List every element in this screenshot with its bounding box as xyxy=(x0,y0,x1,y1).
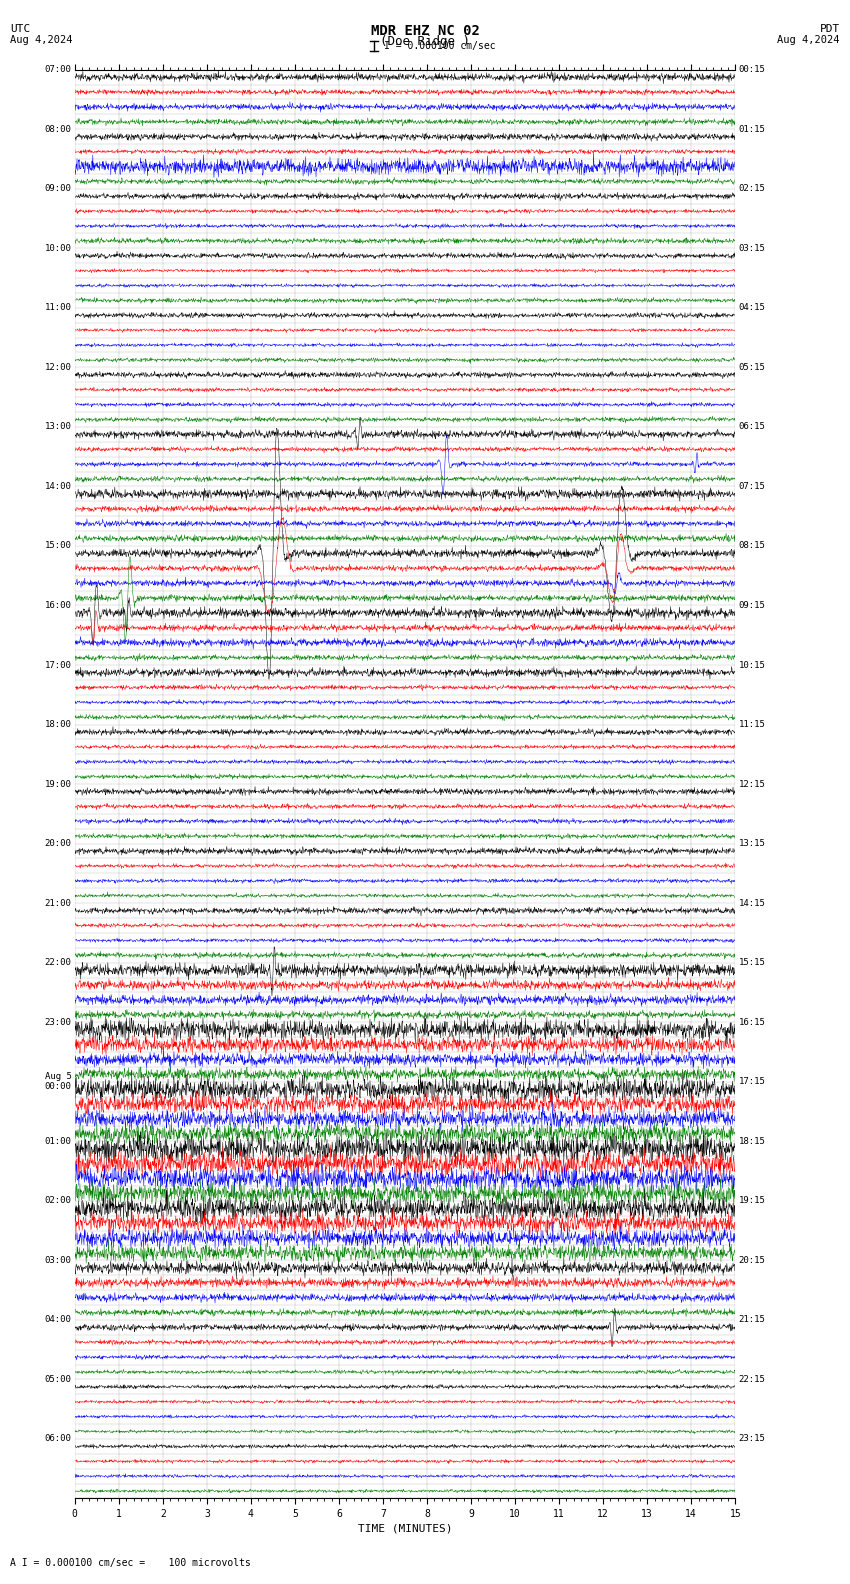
Text: 19:00: 19:00 xyxy=(44,779,71,789)
Text: 16:15: 16:15 xyxy=(739,1017,766,1026)
Text: 19:15: 19:15 xyxy=(739,1196,766,1205)
Text: 02:15: 02:15 xyxy=(739,184,766,193)
Text: 20:00: 20:00 xyxy=(44,840,71,847)
Text: 16:00: 16:00 xyxy=(44,600,71,610)
Text: 04:00: 04:00 xyxy=(44,1315,71,1324)
Text: 04:15: 04:15 xyxy=(739,303,766,312)
Text: 20:15: 20:15 xyxy=(739,1256,766,1266)
Text: 18:15: 18:15 xyxy=(739,1137,766,1145)
Text: UTC: UTC xyxy=(10,24,31,33)
Text: Aug 4,2024: Aug 4,2024 xyxy=(10,35,73,44)
Text: 22:15: 22:15 xyxy=(739,1375,766,1384)
X-axis label: TIME (MINUTES): TIME (MINUTES) xyxy=(358,1524,452,1533)
Text: 22:00: 22:00 xyxy=(44,958,71,968)
Text: I = 0.000100 cm/sec: I = 0.000100 cm/sec xyxy=(384,41,496,51)
Text: 12:15: 12:15 xyxy=(739,779,766,789)
Text: 21:00: 21:00 xyxy=(44,898,71,908)
Text: 14:15: 14:15 xyxy=(739,898,766,908)
Text: 03:15: 03:15 xyxy=(739,244,766,253)
Text: 15:00: 15:00 xyxy=(44,542,71,551)
Text: 11:15: 11:15 xyxy=(739,721,766,729)
Text: 07:15: 07:15 xyxy=(739,482,766,491)
Text: 11:00: 11:00 xyxy=(44,303,71,312)
Text: MDR EHZ NC 02: MDR EHZ NC 02 xyxy=(371,24,479,38)
Text: 06:00: 06:00 xyxy=(44,1435,71,1443)
Text: 13:00: 13:00 xyxy=(44,423,71,431)
Text: 21:15: 21:15 xyxy=(739,1315,766,1324)
Text: 01:00: 01:00 xyxy=(44,1137,71,1145)
Text: 05:15: 05:15 xyxy=(739,363,766,372)
Text: 02:00: 02:00 xyxy=(44,1196,71,1205)
Text: A I = 0.000100 cm/sec =    100 microvolts: A I = 0.000100 cm/sec = 100 microvolts xyxy=(10,1559,251,1568)
Text: 06:15: 06:15 xyxy=(739,423,766,431)
Text: 17:00: 17:00 xyxy=(44,661,71,670)
Text: 00:15: 00:15 xyxy=(739,65,766,74)
Text: 01:15: 01:15 xyxy=(739,125,766,133)
Text: 13:15: 13:15 xyxy=(739,840,766,847)
Text: 09:15: 09:15 xyxy=(739,600,766,610)
Text: Aug 4,2024: Aug 4,2024 xyxy=(777,35,840,44)
Text: 03:00: 03:00 xyxy=(44,1256,71,1266)
Text: 05:00: 05:00 xyxy=(44,1375,71,1384)
Text: 14:00: 14:00 xyxy=(44,482,71,491)
Text: (Doe Ridge ): (Doe Ridge ) xyxy=(380,35,470,48)
Text: 17:15: 17:15 xyxy=(739,1077,766,1087)
Text: PDT: PDT xyxy=(819,24,840,33)
Text: 09:00: 09:00 xyxy=(44,184,71,193)
Text: 08:15: 08:15 xyxy=(739,542,766,551)
Text: 23:00: 23:00 xyxy=(44,1017,71,1026)
Text: 10:15: 10:15 xyxy=(739,661,766,670)
Text: 15:15: 15:15 xyxy=(739,958,766,968)
Text: 18:00: 18:00 xyxy=(44,721,71,729)
Text: Aug 5
00:00: Aug 5 00:00 xyxy=(44,1072,71,1091)
Text: 08:00: 08:00 xyxy=(44,125,71,133)
Text: 10:00: 10:00 xyxy=(44,244,71,253)
Text: 07:00: 07:00 xyxy=(44,65,71,74)
Text: 12:00: 12:00 xyxy=(44,363,71,372)
Text: 23:15: 23:15 xyxy=(739,1435,766,1443)
